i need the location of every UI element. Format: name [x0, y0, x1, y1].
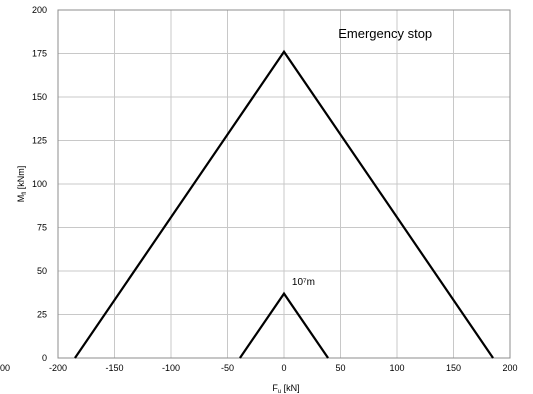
series-line-1 — [74, 49, 494, 359]
plot-frame — [57, 9, 511, 359]
series-layer — [74, 49, 494, 359]
x-tick-label: -50 — [221, 363, 234, 373]
y-axis-label: Mfl [kNm] — [16, 166, 28, 203]
y-tick-label: 175 — [32, 49, 47, 59]
x-tick-label: 150 — [446, 363, 461, 373]
stray-tick-label: 00 — [0, 363, 10, 373]
tick-labels: -200 -150 -100 -50 0 50 100 150 200 0 25 50 75 100 125… — [32, 5, 518, 373]
annotation-label: 10⁷m — [292, 277, 315, 288]
x-tick-label: 200 — [502, 363, 517, 373]
annotations: Emergency stop 10⁷m — [292, 26, 432, 288]
series-line-2 — [239, 291, 329, 359]
y-tick-label: 200 — [32, 5, 47, 15]
y-tick-label: 50 — [37, 266, 47, 276]
x-tick-label: -150 — [105, 363, 123, 373]
grid-lines — [57, 9, 511, 359]
x-tick-label: 0 — [281, 363, 286, 373]
y-tick-label: 0 — [42, 353, 47, 363]
y-tick-label: 150 — [32, 92, 47, 102]
x-tick-label: 100 — [389, 363, 404, 373]
y-tick-label: 100 — [32, 179, 47, 189]
y-tick-label: 125 — [32, 136, 47, 146]
annotation-label: Emergency stop — [338, 26, 432, 41]
y-tick-label: 75 — [37, 223, 47, 233]
x-tick-label: -200 — [49, 363, 67, 373]
x-tick-label: -100 — [162, 363, 180, 373]
x-axis-label: Fu [kN] — [272, 383, 299, 394]
y-tick-label: 25 — [37, 310, 47, 320]
x-tick-label: 50 — [335, 363, 345, 373]
